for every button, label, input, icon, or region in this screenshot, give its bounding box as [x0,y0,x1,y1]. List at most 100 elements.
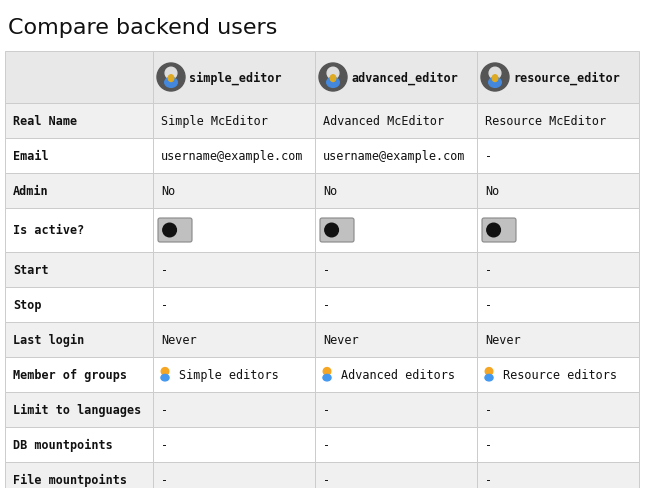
Bar [5,323,153,357]
FancyBboxPatch shape [482,219,516,243]
Circle shape [485,368,493,375]
Bar [477,139,639,174]
Text: File mountpoints: File mountpoints [13,473,127,486]
Text: Limit to languages: Limit to languages [13,403,141,416]
Bar [315,208,477,252]
Bar [477,323,639,357]
Text: Last login: Last login [13,333,84,346]
Text: Admin: Admin [13,184,49,198]
Circle shape [487,224,500,237]
Bar [315,357,477,392]
Text: -: - [485,298,492,311]
Bar [477,392,639,427]
Bar [153,139,315,174]
Bar [315,139,477,174]
Bar [153,392,315,427]
Bar [5,462,153,488]
Circle shape [319,64,347,92]
Text: -: - [485,264,492,276]
Bar [5,287,153,323]
Ellipse shape [168,76,174,82]
Text: username@example.com: username@example.com [323,150,465,163]
Text: No: No [485,184,499,198]
Text: Resource editors: Resource editors [503,368,617,381]
Bar [477,174,639,208]
Ellipse shape [161,375,169,381]
FancyBboxPatch shape [158,219,192,243]
Text: -: - [485,473,492,486]
Bar [153,208,315,252]
Bar [5,392,153,427]
Text: Compare backend users: Compare backend users [8,18,277,38]
Text: Resource McEditor: Resource McEditor [485,115,606,128]
Bar [477,208,639,252]
Text: Advanced McEditor: Advanced McEditor [323,115,444,128]
Circle shape [489,68,501,80]
Text: -: - [323,438,330,451]
Bar [153,462,315,488]
Bar [315,392,477,427]
Text: -: - [161,438,168,451]
Text: -: - [323,473,330,486]
Text: resource_editor: resource_editor [513,71,620,84]
Text: -: - [323,264,330,276]
Text: Stop: Stop [13,298,42,311]
Ellipse shape [165,78,178,88]
Bar [153,427,315,462]
Text: -: - [161,403,168,416]
Text: -: - [161,473,168,486]
Text: Never: Never [323,333,358,346]
Text: -: - [485,438,492,451]
Ellipse shape [330,76,336,82]
Text: -: - [323,403,330,416]
Bar [315,323,477,357]
Bar [315,287,477,323]
Text: Email: Email [13,150,49,163]
Bar [5,104,153,139]
Bar [315,52,477,104]
Text: -: - [161,298,168,311]
Bar [153,174,315,208]
Bar [477,287,639,323]
Ellipse shape [492,76,498,82]
Bar [5,52,153,104]
Bar [477,52,639,104]
Bar [315,104,477,139]
Circle shape [481,64,509,92]
Ellipse shape [327,78,339,88]
Text: -: - [323,298,330,311]
Bar [153,357,315,392]
Bar [5,139,153,174]
Text: Is active?: Is active? [13,224,84,237]
Bar [315,427,477,462]
Text: No: No [323,184,337,198]
Bar [153,104,315,139]
Circle shape [161,368,169,375]
Text: Never: Never [161,333,197,346]
Bar [315,252,477,287]
Text: DB mountpoints: DB mountpoints [13,438,113,451]
Text: Simple editors: Simple editors [179,368,279,381]
Text: Member of groups: Member of groups [13,368,127,381]
Ellipse shape [488,78,502,88]
Bar [315,462,477,488]
Circle shape [163,224,176,237]
Text: Real Name: Real Name [13,115,77,128]
Text: -: - [485,403,492,416]
Text: -: - [161,264,168,276]
Bar [477,357,639,392]
FancyBboxPatch shape [320,219,354,243]
Bar [477,104,639,139]
Circle shape [325,224,339,237]
Bar [477,252,639,287]
Bar [5,252,153,287]
Bar [153,323,315,357]
Text: advanced_editor: advanced_editor [351,71,458,84]
Text: Start: Start [13,264,49,276]
Bar [5,357,153,392]
Text: simple_editor: simple_editor [189,71,282,84]
Circle shape [327,68,339,80]
Circle shape [323,368,331,375]
Ellipse shape [323,375,331,381]
Bar [153,287,315,323]
